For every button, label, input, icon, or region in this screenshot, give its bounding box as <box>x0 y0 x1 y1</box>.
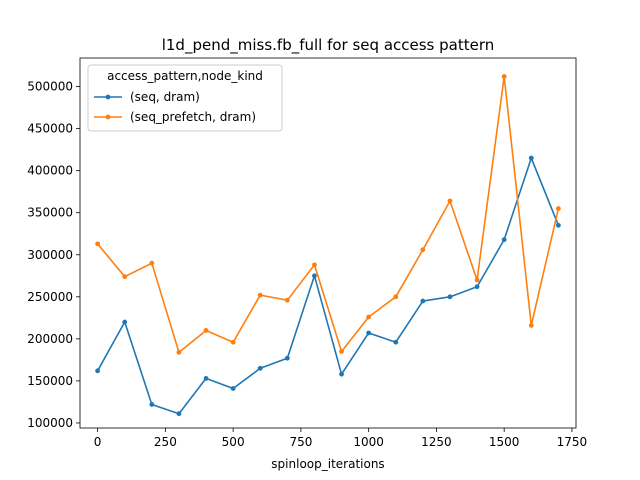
plot-area: 0 250 500 750 1000 1250 1500 1750 100000 150000 20… <box>27 57 588 449</box>
x-tick-label: 1000 <box>353 435 384 449</box>
series-line-1 <box>97 75 560 354</box>
x-tick-label: 1250 <box>421 435 452 449</box>
y-tick-label: 500000 <box>27 80 73 94</box>
data-point <box>393 339 399 345</box>
data-point <box>257 365 263 371</box>
x-tick-label: 750 <box>289 435 312 449</box>
data-point <box>284 355 290 361</box>
x-tick-label: 250 <box>154 435 177 449</box>
data-point <box>393 294 399 300</box>
data-point <box>555 206 561 211</box>
y-tick-label: 450000 <box>27 122 73 136</box>
data-point <box>176 411 182 417</box>
data-point <box>284 297 290 303</box>
legend-title: access_pattern,node_kind <box>107 69 263 83</box>
data-point <box>122 274 128 280</box>
legend-entry-label: (seq_prefetch, dram) <box>130 110 256 124</box>
data-point <box>420 247 426 253</box>
chart-title: l1d_pend_miss.fb_full for seq access pat… <box>162 36 495 55</box>
data-point <box>339 349 344 354</box>
data-point <box>366 314 372 320</box>
x-tick-label: 0 <box>94 435 102 449</box>
data-point <box>528 155 534 161</box>
x-tick-label: 1750 <box>557 435 588 449</box>
legend-entry-label: (seq, dram) <box>130 90 200 104</box>
data-point <box>149 402 155 407</box>
x-tick-label: 1500 <box>489 435 520 449</box>
data-point <box>203 328 209 333</box>
legend-marker <box>105 114 111 120</box>
y-tick-label: 150000 <box>27 374 73 388</box>
legend-marker <box>105 94 111 100</box>
data-point <box>339 371 344 377</box>
x-axis-label: spinloop_iterations <box>271 457 384 471</box>
data-point <box>312 273 317 279</box>
x-tick-label: 500 <box>222 435 245 449</box>
data-point <box>149 260 155 266</box>
y-tick-label: 300000 <box>27 248 73 262</box>
legend: access_pattern,node_kind (seq, dram) (seq_… <box>87 64 283 132</box>
data-point <box>230 386 236 391</box>
data-point <box>176 349 182 355</box>
data-point <box>474 284 480 290</box>
data-point <box>122 319 128 325</box>
axes-frame <box>79 57 577 429</box>
data-point <box>95 368 101 374</box>
data-point <box>366 330 372 336</box>
data-point <box>203 375 209 381</box>
data-point <box>312 262 317 268</box>
data-point <box>474 277 480 283</box>
y-tick-label: 400000 <box>27 164 73 178</box>
data-point <box>447 198 453 204</box>
data-point <box>257 292 263 298</box>
y-tick-label: 200000 <box>27 332 73 346</box>
data-point <box>95 241 101 247</box>
data-point <box>420 298 426 304</box>
y-tick-label: 100000 <box>27 416 73 430</box>
y-tick-label: 250000 <box>27 290 73 304</box>
series-line-0 <box>96 157 560 415</box>
data-point <box>528 323 534 328</box>
data-point <box>501 237 507 243</box>
data-point <box>555 222 561 228</box>
data-point <box>501 74 507 79</box>
legend-box <box>87 64 283 132</box>
data-point <box>447 294 453 300</box>
data-point <box>230 339 236 345</box>
y-tick-label: 350000 <box>27 206 73 220</box>
